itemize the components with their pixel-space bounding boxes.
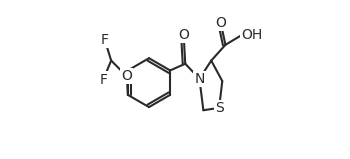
Text: O: O (178, 28, 189, 42)
Text: N: N (194, 72, 205, 86)
Text: O: O (121, 69, 132, 83)
Text: O: O (215, 16, 226, 30)
Text: F: F (101, 33, 109, 47)
Text: F: F (99, 73, 107, 86)
Text: S: S (215, 101, 224, 115)
Text: OH: OH (241, 28, 262, 42)
